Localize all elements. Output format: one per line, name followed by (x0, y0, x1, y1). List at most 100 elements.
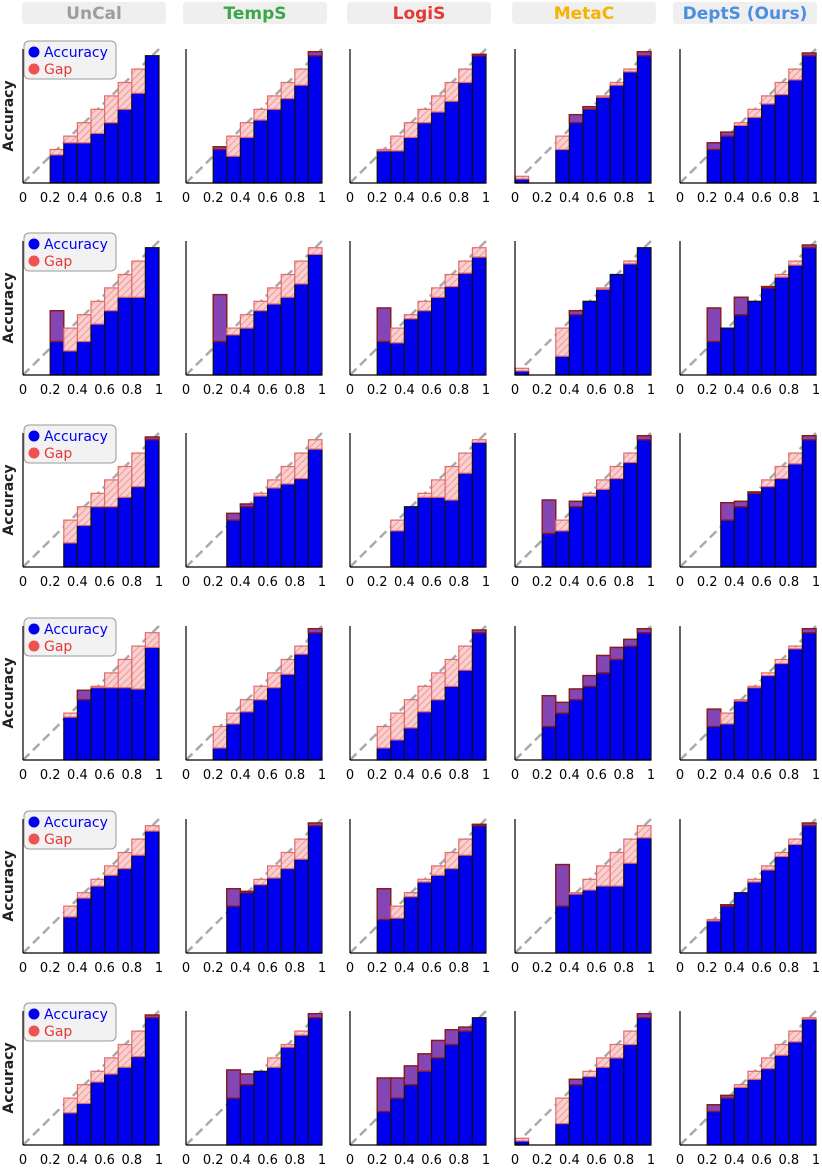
gap-bar (103, 1057, 119, 1075)
accuracy-bar (431, 111, 446, 184)
accuracy-bar (307, 1013, 323, 1146)
accuracy-bar (760, 486, 776, 568)
accuracy-bar (636, 1013, 652, 1146)
x-tick-label: 0 (182, 961, 190, 976)
gap-bar (582, 492, 598, 497)
gap-bar (555, 519, 570, 532)
x-tick-label: 0.6 (421, 191, 442, 206)
gap-bar (609, 465, 625, 480)
column-header-background (673, 2, 817, 24)
gap-bar (623, 260, 638, 265)
x-tick-label: 0.8 (121, 191, 142, 206)
accuracy-bar (117, 108, 133, 184)
gap-legend-marker (28, 447, 40, 459)
gap-bar (444, 658, 460, 687)
x-tick-label: 0.6 (586, 383, 607, 398)
gap-bar (63, 905, 78, 918)
gap-legend-marker (28, 63, 40, 75)
x-tick-label: 0.4 (559, 191, 580, 206)
x-tick-label: 1 (155, 575, 163, 590)
gap-legend-label: Gap (44, 832, 72, 848)
gap-bar (103, 479, 119, 508)
accuracy-bar (582, 889, 598, 954)
gap-bar (458, 1026, 474, 1032)
reliability-panel: 0 0.2 0.4 0.6 0.8 1 (182, 432, 326, 590)
x-tick-label: 0.2 (697, 768, 718, 783)
gap-bar (623, 1030, 638, 1046)
accuracy-bar (568, 1078, 584, 1146)
gap-bar (444, 851, 460, 870)
gap-legend-marker (28, 833, 40, 845)
x-tick-label: 0 (511, 961, 519, 976)
accuracy-bar (760, 869, 776, 954)
gap-bar (239, 699, 255, 713)
gap-bar (117, 465, 133, 498)
x-tick-label: 0.8 (448, 1153, 469, 1168)
accuracy-bar (471, 53, 487, 184)
gap-bar (720, 131, 736, 137)
x-tick-label: 0.8 (778, 383, 799, 398)
gap-bar (294, 452, 309, 480)
gap-bar (582, 1070, 598, 1078)
gap-bar (788, 260, 803, 266)
accuracy-bar (636, 837, 652, 954)
accuracy-bar (131, 854, 147, 954)
accuracy-bar (267, 1066, 282, 1146)
gap-bar (760, 95, 776, 105)
accuracy-bar (720, 131, 735, 184)
gap-bar (294, 260, 309, 285)
gap-bar (376, 1077, 392, 1113)
gap-bar (117, 851, 133, 870)
x-tick-label: 0.4 (394, 383, 415, 398)
gap-bar (801, 244, 817, 249)
reliability-panel: 0 0.2 0.4 0.6 0.8 1 (346, 48, 490, 206)
x-tick-label: 1 (647, 383, 655, 398)
accuracy-bar (733, 1086, 749, 1146)
gap-bar (431, 672, 446, 701)
gap-bar (801, 52, 817, 57)
x-tick-label: 0.6 (586, 575, 607, 590)
accuracy-bar (376, 150, 392, 184)
gap-bar (623, 452, 638, 464)
gap-bar (103, 865, 119, 876)
reliability-panel: 0 0.2 0.4 0.6 0.8 1 (511, 818, 655, 976)
accuracy-bar (555, 1122, 570, 1146)
gap-bar (623, 638, 639, 647)
gap-bar (131, 260, 147, 298)
x-tick-label: 1 (318, 575, 326, 590)
reliability-panel: 0 0.2 0.4 0.6 0.8 1 (511, 240, 655, 398)
gap-bar (541, 694, 557, 728)
gap-bar (294, 1030, 309, 1036)
accuracy-bar (747, 300, 763, 376)
accuracy-bar (801, 628, 817, 761)
accuracy-bar (239, 327, 255, 376)
gap-bar (226, 512, 242, 521)
accuracy-bar (555, 355, 570, 376)
x-tick-label: 0 (19, 575, 27, 590)
accuracy-bar (239, 136, 255, 184)
x-tick-label: 0.8 (613, 191, 634, 206)
gap-bar (774, 851, 790, 858)
x-tick-label: 0.2 (203, 191, 224, 206)
gap-bar (458, 68, 473, 84)
accuracy-bar (103, 1073, 119, 1146)
gap-legend-marker (28, 255, 40, 267)
accuracy-bar (514, 1140, 530, 1146)
accuracy-bar (747, 491, 763, 568)
gap-bar (117, 273, 133, 298)
accuracy-bar (733, 124, 749, 184)
gap-bar (253, 878, 269, 886)
gap-bar (307, 627, 323, 634)
gap-bar (595, 95, 611, 98)
x-tick-label: 0.4 (67, 575, 88, 590)
x-tick-label: 0.2 (367, 191, 388, 206)
x-tick-label: 0.6 (751, 191, 772, 206)
gap-bar (403, 892, 419, 898)
accuracy-bar (307, 628, 323, 761)
x-tick-label: 1 (812, 1153, 820, 1168)
column-title: UnCal (66, 4, 122, 24)
gap-bar (280, 81, 296, 100)
column-header: MetaC (512, 2, 656, 24)
gap-bar (212, 293, 228, 343)
